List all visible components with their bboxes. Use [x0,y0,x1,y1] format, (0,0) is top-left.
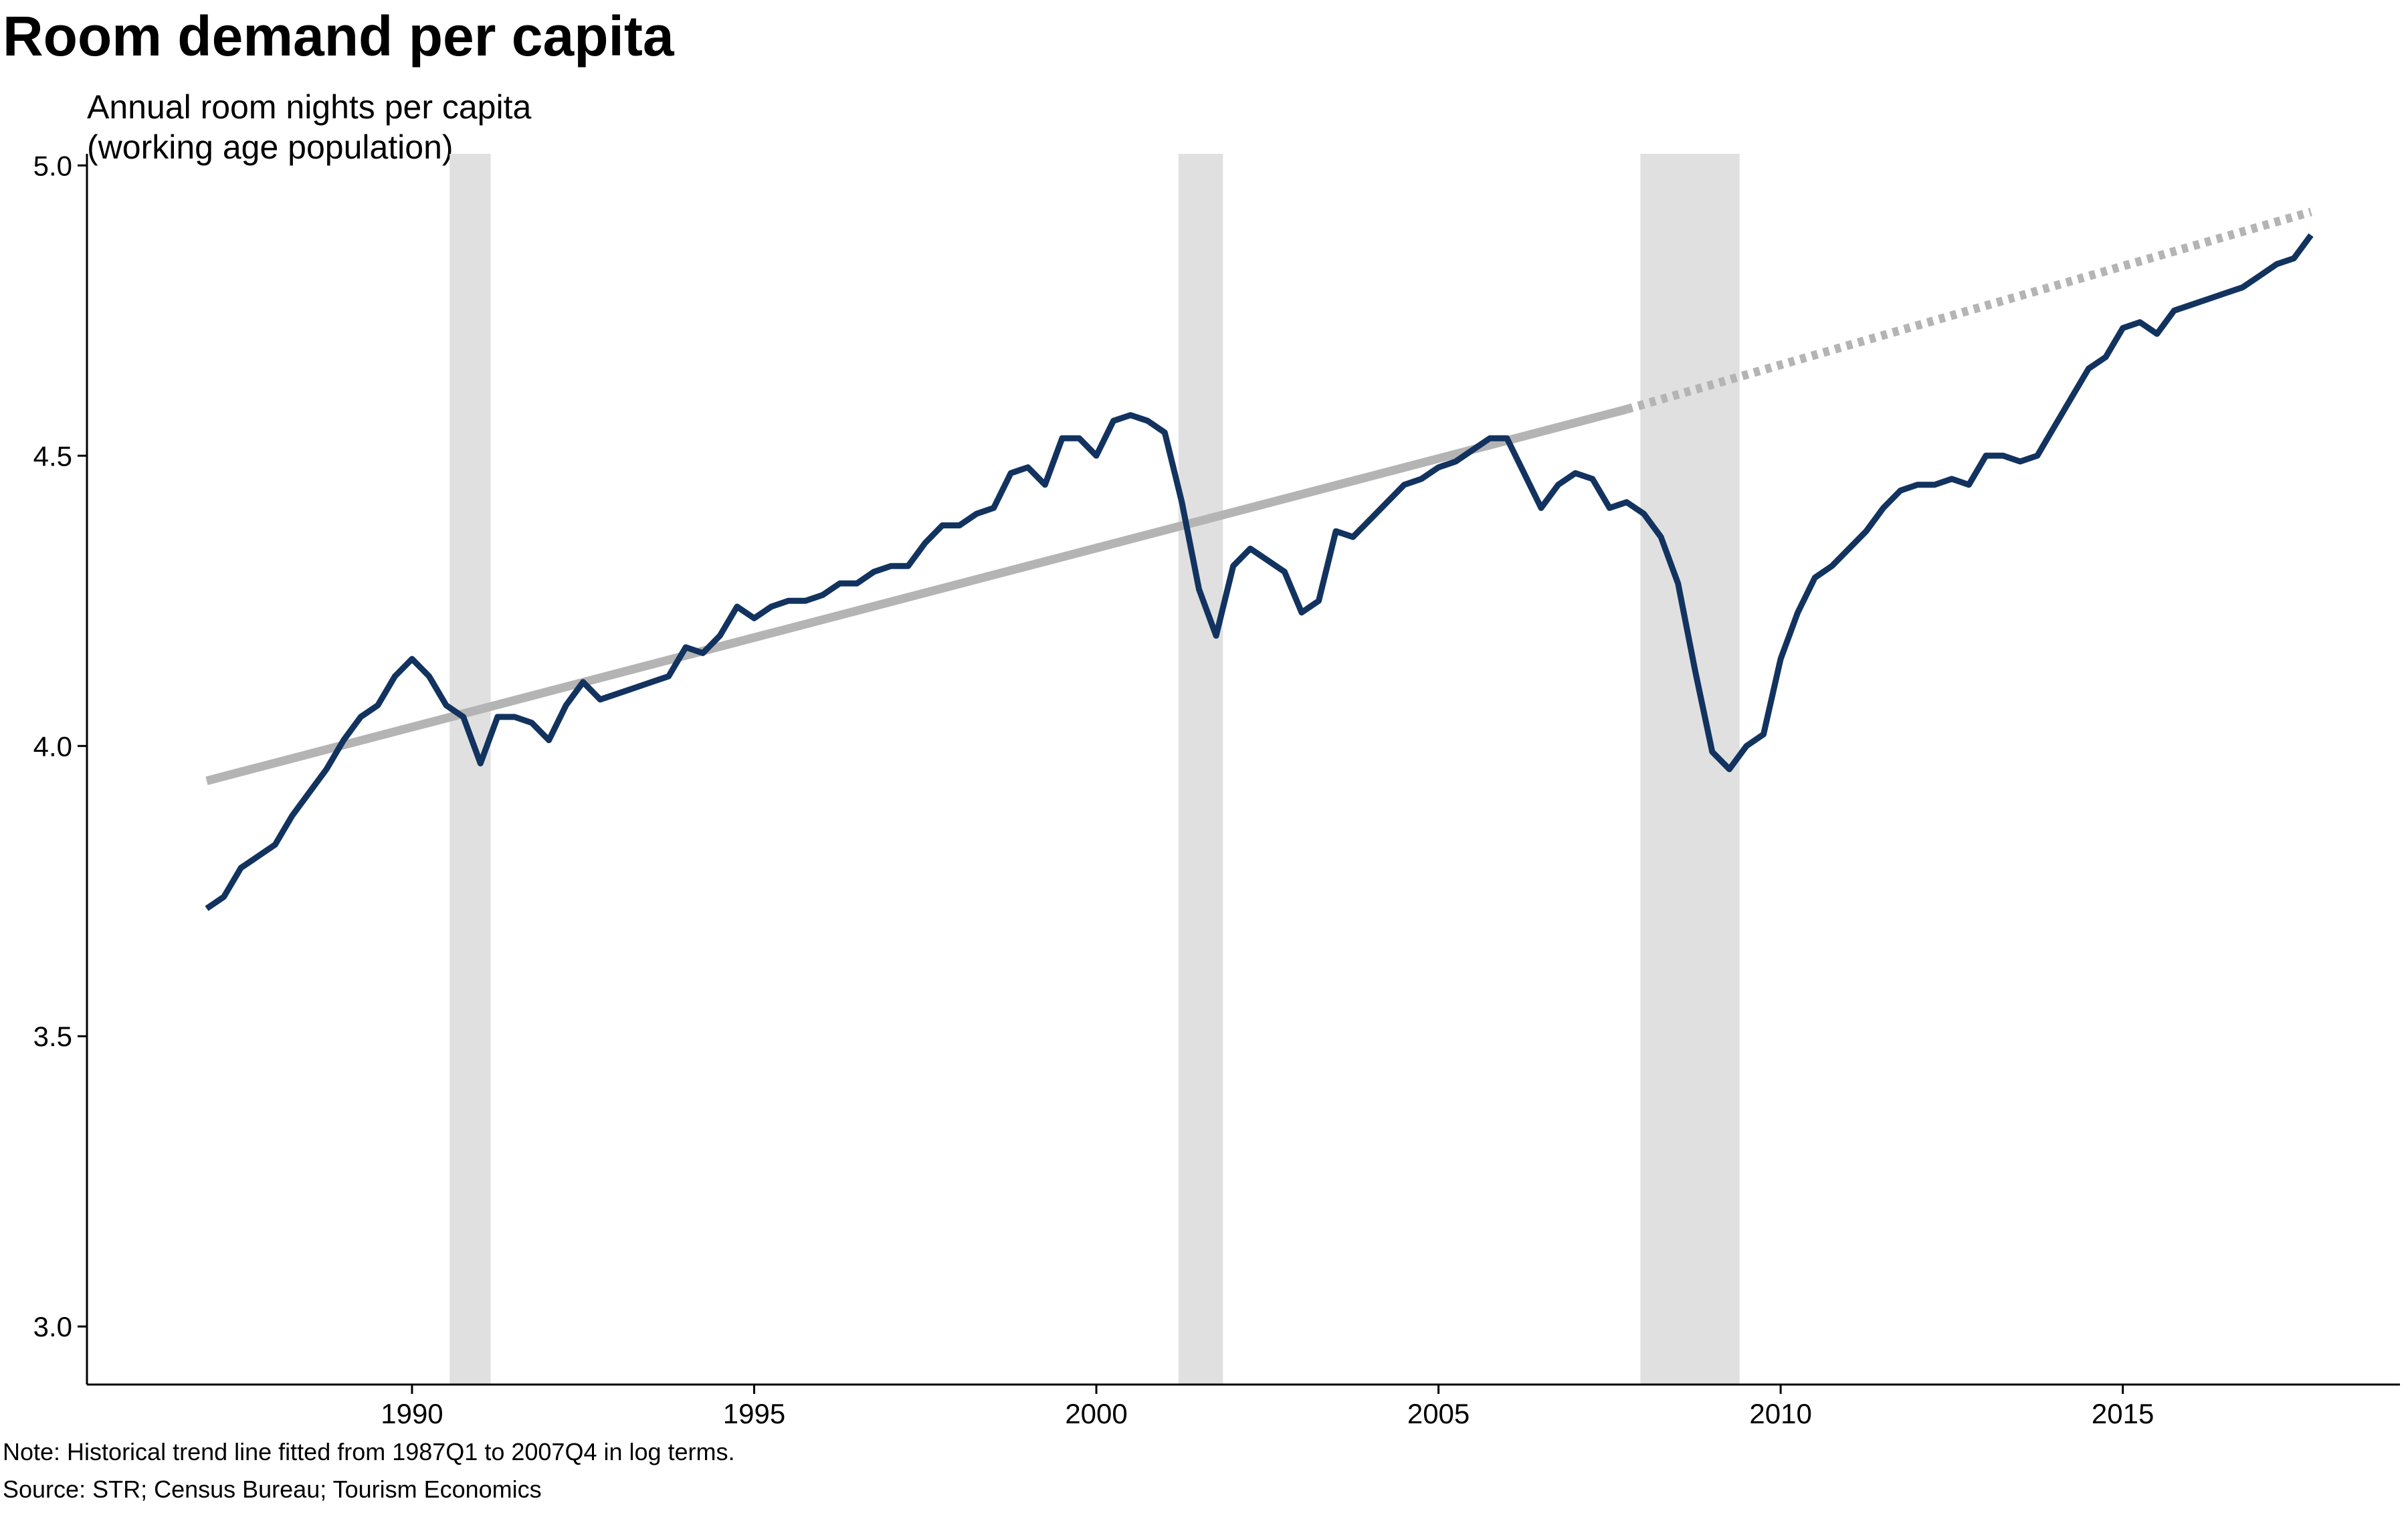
y-tick-label: 4.0 [33,730,72,762]
y-tick-label: 4.5 [33,440,72,472]
chart-title: Room demand per capita [3,5,674,68]
recession-bands [449,154,1740,1385]
y-axis-label-line-2: (working age population) [87,128,454,166]
chart-source: Source: STR; Census Bureau; Tourism Econ… [3,1476,542,1503]
y-tick-label: 3.5 [33,1021,72,1052]
x-ticks: 1990 1995 2000 2005 2010 2015 [381,1385,2154,1429]
x-tick-label: 1995 [723,1398,785,1429]
series-line-room-demand [205,233,2314,912]
y-axis-label-line-1: Annual room nights per capita [87,88,532,126]
series-line-trend-extension [1625,207,2312,414]
axes [86,154,2400,1386]
x-tick-label: 1990 [381,1398,443,1429]
y-tick-label: 5.0 [33,150,72,181]
y-axis-label: Annual room nights per capita (working a… [87,87,531,167]
x-tick-label: 2010 [1749,1398,1811,1429]
x-tick-label: 2005 [1407,1398,1470,1429]
y-tick-label: 3.0 [33,1311,72,1342]
series-layer [205,207,2314,912]
x-tick-label: 2000 [1065,1398,1127,1429]
x-tick-label: 2015 [2092,1398,2154,1429]
recession-band [1178,154,1223,1385]
y-ticks: 3.0 3.5 4.0 4.5 5.0 [33,150,87,1342]
recession-band [449,154,491,1385]
chart-note: Note: Historical trend line fitted from … [3,1438,735,1465]
series-line-trend [205,405,1628,785]
recession-band [1640,154,1740,1385]
